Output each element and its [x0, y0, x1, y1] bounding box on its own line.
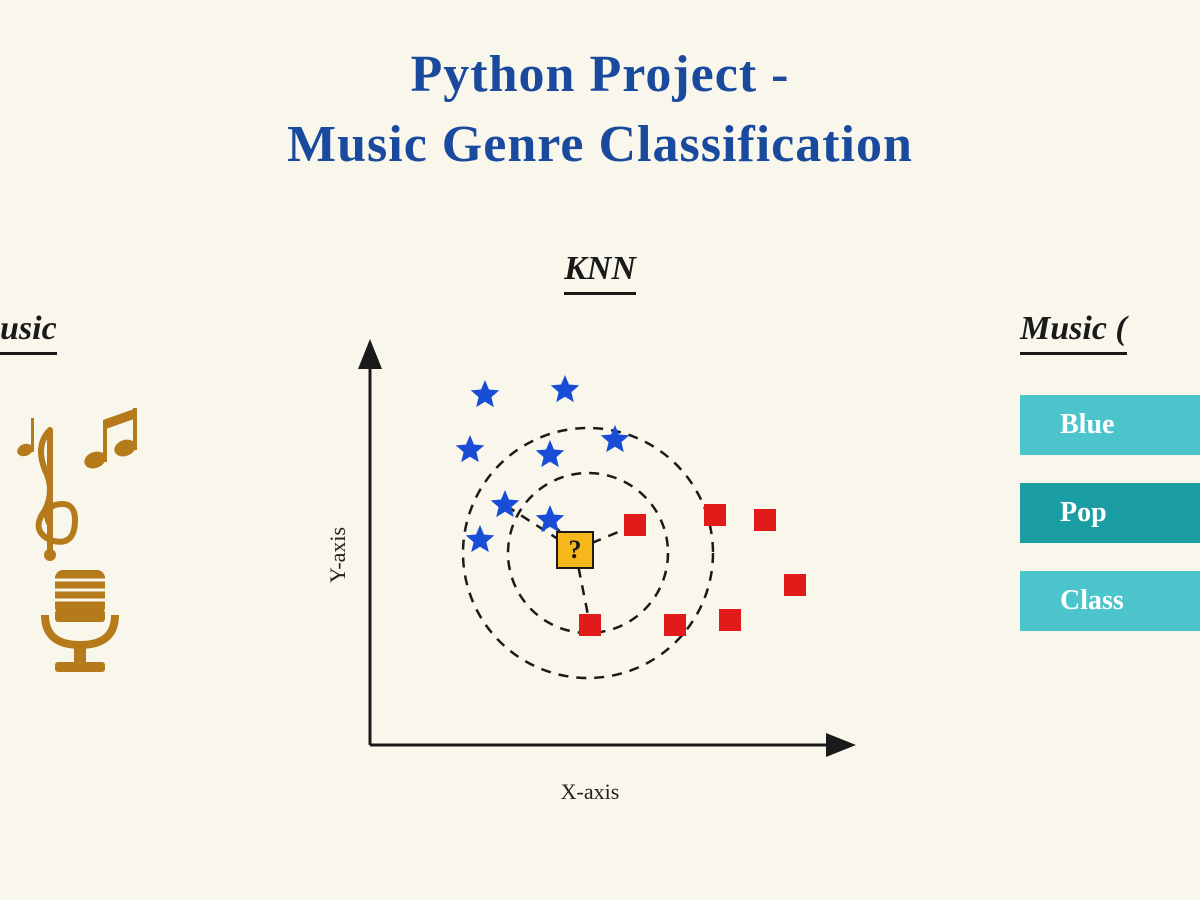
title-line-1: Python Project - — [0, 40, 1200, 110]
genre-pill-2: Class — [1020, 571, 1200, 631]
knn-heading: KNN — [564, 250, 636, 295]
genre-pill-1: Pop — [1020, 483, 1200, 543]
title-line-2: Music Genre Classification — [0, 110, 1200, 180]
knn-section: KNN Y-axis X-axis ? — [320, 250, 880, 795]
title-block: Python Project - Music Genre Classificat… — [0, 40, 1200, 180]
knn-plot-svg: ? — [320, 315, 860, 795]
music-icon — [0, 400, 160, 685]
music-section: usic — [0, 310, 57, 355]
svg-text:?: ? — [569, 535, 582, 564]
x-axis-label: X-axis — [561, 779, 620, 805]
genre-section: Music ( Blue Pop Class — [1020, 310, 1200, 659]
genre-pill-0: Blue — [1020, 395, 1200, 455]
knn-heading-wrap: KNN — [320, 250, 880, 295]
genre-list: Blue Pop Class — [1020, 395, 1200, 631]
knn-chart: Y-axis X-axis ? — [320, 315, 860, 795]
y-axis-label: Y-axis — [325, 527, 351, 583]
genre-heading: Music ( — [1020, 310, 1127, 355]
music-heading: usic — [0, 310, 57, 355]
